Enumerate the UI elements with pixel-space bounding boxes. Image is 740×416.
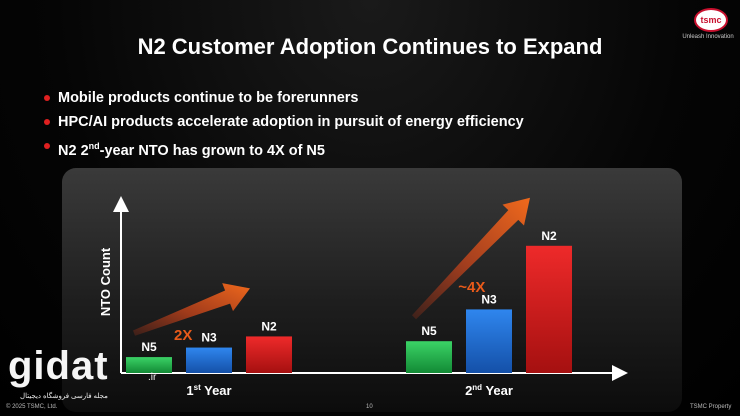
bullet-item: N2 2nd-year NTO has grown to 4X of N5 <box>44 134 524 163</box>
data-label-n3-2: N3 <box>481 292 497 306</box>
bullet-item: HPC/AI products accelerate adoption in p… <box>44 110 524 134</box>
bar-n3-2 <box>466 309 512 373</box>
growth-arrow-2 <box>412 197 530 320</box>
gidat-watermark: gidat .ir مجله فارسی فروشگاه دیجیتال <box>8 344 158 406</box>
x-tick-label-2: 2nd Year <box>465 383 513 398</box>
x-tick-label-1: 1st Year <box>186 383 231 398</box>
bar-n5-2 <box>406 341 452 373</box>
watermark-word: gidat <box>8 344 109 388</box>
footer-property: TSMC Property <box>690 404 732 410</box>
tsmc-logo-tagline: Unleash Innovation <box>682 34 734 40</box>
data-label-n2-2: N2 <box>541 229 557 243</box>
watermark-subtitle: مجله فارسی فروشگاه دیجیتال <box>20 393 108 400</box>
growth-arrow-1 <box>133 283 250 336</box>
bullet-text: Mobile products continue to be forerunne… <box>58 90 359 106</box>
data-label-n5-2: N5 <box>421 324 437 338</box>
bullet-text-pre: N2 2 <box>58 142 89 159</box>
footer-copyright: © 2025 TSMC, Ltd. <box>6 404 58 410</box>
bullet-list: Mobile products continue to be forerunne… <box>44 86 524 163</box>
bar-n3-1 <box>186 347 232 373</box>
tsmc-logo-badge: tsmc <box>694 8 728 32</box>
bullet-text: HPC/AI products accelerate adoption in p… <box>58 114 524 130</box>
bullet-text-sup: nd <box>88 141 100 151</box>
tsmc-logo: tsmc Unleash Innovation <box>680 8 736 40</box>
bullet-text-post: -year NTO has grown to 4X of N5 <box>99 142 325 159</box>
bar-n2-1 <box>246 336 292 373</box>
y-axis-label: NTO Count <box>98 247 113 316</box>
bar-n2-2 <box>526 245 572 373</box>
growth-annotation-1: 2X <box>174 327 192 344</box>
footer-page-number: 10 <box>366 404 373 410</box>
bar-n5-1 <box>126 357 172 373</box>
watermark-ext: .ir <box>148 372 157 383</box>
data-label-n3-1: N3 <box>201 331 217 345</box>
bullet-item: Mobile products continue to be forerunne… <box>44 86 524 110</box>
data-label-n5-1: N5 <box>141 340 157 354</box>
slide-title: N2 Customer Adoption Continues to Expand <box>137 34 603 59</box>
data-label-n2-1: N2 <box>261 319 277 333</box>
growth-annotation-2: ~4X <box>458 279 485 296</box>
